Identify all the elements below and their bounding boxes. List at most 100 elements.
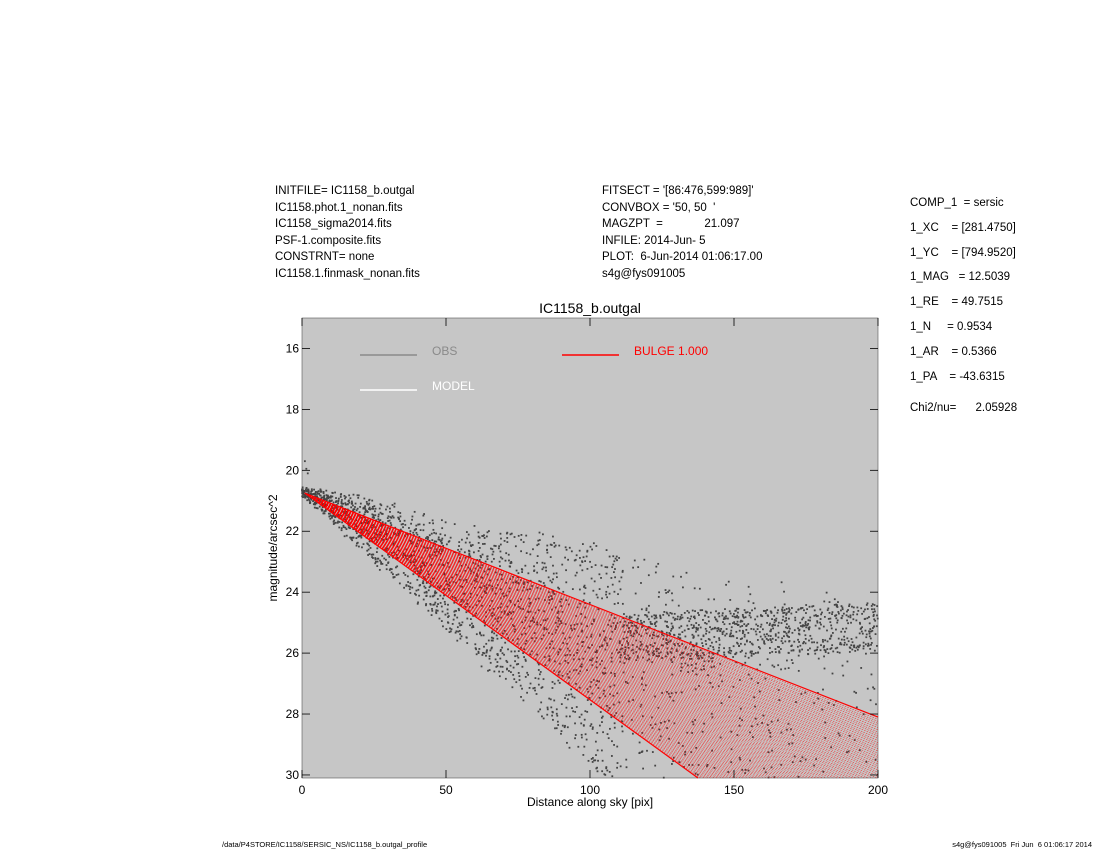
obs-point: [567, 603, 570, 606]
param-line: 1_N = 0.9534: [910, 320, 993, 333]
obs-point: [764, 677, 767, 680]
obs-point: [591, 728, 594, 730]
obs-point: [619, 588, 622, 591]
obs-point: [729, 599, 732, 601]
obs-point: [534, 677, 537, 679]
obs-point: [795, 611, 798, 613]
obs-point: [739, 625, 742, 628]
obs-point: [680, 666, 683, 669]
bulge-line: [304, 492, 879, 739]
obs-point: [703, 614, 706, 617]
obs-point: [850, 644, 853, 647]
obs-point: [529, 653, 532, 656]
obs-point: [733, 621, 736, 624]
obs-point: [589, 545, 592, 548]
obs-point: [735, 623, 738, 625]
obs-point: [556, 612, 559, 614]
obs-point: [750, 654, 753, 657]
obs-point: [637, 566, 640, 569]
obs-point: [340, 500, 343, 503]
obs-point: [433, 540, 436, 543]
obs-point: [546, 548, 548, 551]
obs-point: [749, 759, 751, 762]
obs-point: [686, 653, 689, 656]
obs-point: [474, 614, 476, 617]
obs-point: [566, 642, 569, 645]
obs-point: [475, 574, 478, 577]
obs-point: [548, 655, 551, 658]
obs-point: [447, 562, 449, 564]
obs-point: [346, 503, 349, 506]
obs-point: [305, 467, 308, 470]
obs-point: [816, 691, 819, 694]
obs-point: [681, 652, 683, 655]
obs-point: [555, 727, 558, 730]
obs-point: [378, 568, 381, 571]
obs-point: [465, 636, 468, 639]
obs-point: [749, 641, 752, 643]
obs-point: [413, 529, 416, 532]
obs-point: [546, 551, 549, 554]
obs-point: [581, 560, 583, 563]
obs-point: [680, 691, 683, 694]
obs-point: [707, 660, 710, 663]
obs-point: [707, 674, 709, 676]
obs-point: [695, 622, 698, 624]
obs-point: [494, 658, 497, 661]
obs-point: [366, 522, 369, 525]
obs-point: [538, 580, 541, 582]
obs-point: [520, 534, 523, 536]
obs-point: [542, 634, 545, 637]
obs-point: [374, 514, 377, 517]
obs-point: [811, 605, 814, 608]
obs-point: [568, 746, 571, 749]
obs-point: [483, 590, 486, 593]
x-axis: 0 50 100 150 200: [299, 318, 888, 797]
obs-point: [440, 542, 443, 545]
obs-point: [539, 708, 542, 711]
obs-point: [676, 615, 679, 618]
obs-point: [340, 493, 343, 495]
obs-point: [635, 659, 638, 661]
obs-point: [833, 603, 836, 606]
bulge-line: [304, 492, 827, 779]
obs-point: [612, 694, 615, 697]
obs-point: [827, 652, 830, 655]
obs-point: [580, 722, 583, 725]
obs-point: [719, 630, 722, 633]
obs-point: [781, 608, 783, 611]
obs-point: [556, 720, 559, 723]
param-line: 1_YC = [794.9520]: [910, 246, 1016, 259]
obs-point: [526, 588, 529, 591]
obs-point: [785, 608, 788, 610]
obs-point: [319, 490, 322, 493]
obs-point: [477, 542, 480, 544]
obs-point: [788, 742, 791, 745]
obs-point: [740, 619, 742, 622]
obs-point: [799, 607, 802, 610]
obs-point: [657, 655, 659, 658]
obs-point: [728, 622, 731, 625]
obs-point: [325, 498, 328, 500]
obs-point: [464, 606, 467, 608]
obs-point: [525, 534, 528, 537]
obs-point: [846, 637, 849, 640]
chart-title: IC1158_b.outgal: [539, 300, 641, 316]
obs-point: [846, 619, 848, 622]
obs-point: [834, 615, 836, 617]
obs-point: [684, 753, 687, 756]
header-line: FITSECT = '[86:476,599:989]': [602, 185, 754, 197]
obs-point: [570, 627, 573, 630]
obs-point: [745, 640, 748, 643]
obs-point: [307, 490, 310, 493]
obs-point: [416, 602, 419, 605]
obs-point: [332, 514, 335, 517]
obs-point: [657, 648, 660, 650]
obs-point: [865, 633, 868, 636]
obs-point: [845, 627, 848, 630]
obs-point: [554, 544, 557, 547]
obs-point: [750, 652, 753, 655]
obs-point: [613, 617, 616, 619]
obs-point: [687, 671, 690, 673]
obs-point: [475, 648, 477, 651]
